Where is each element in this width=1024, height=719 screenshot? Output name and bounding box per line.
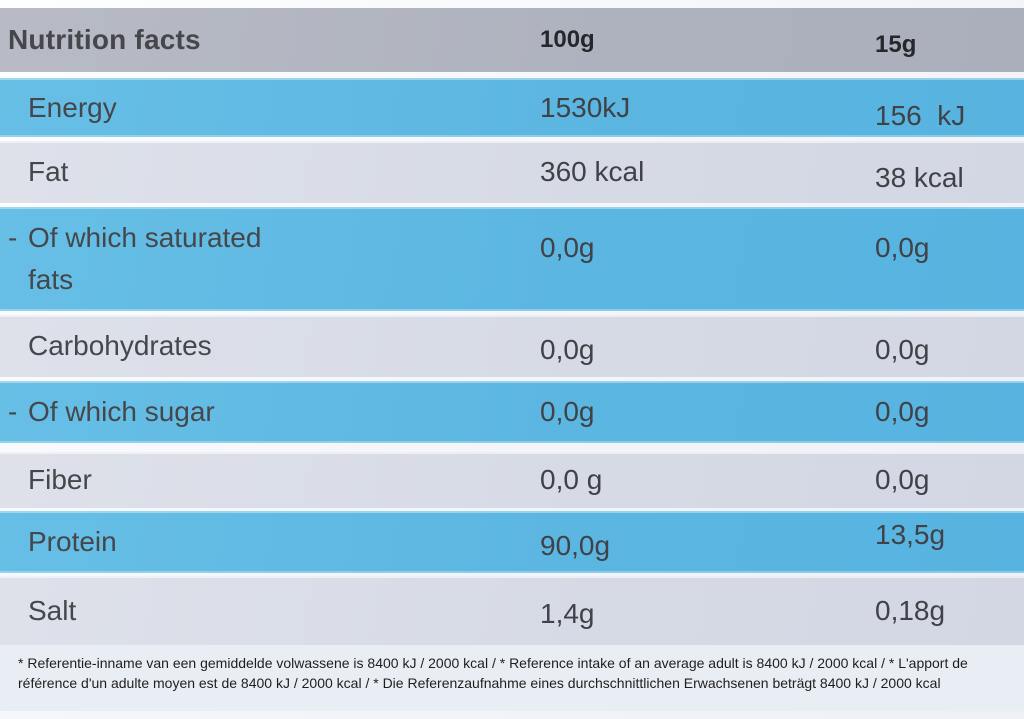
- dash-marker: -: [8, 396, 18, 427]
- table-row-energy: Energy 1530kJ 156 kJ: [0, 78, 1024, 137]
- table-row-carbohydrates: Carbohydrates 0,0g 0,0g: [0, 315, 1024, 377]
- table-row-sugar: - Of which sugar 0,0g 0,0g: [0, 381, 1024, 443]
- value-per-100g: 0,0g: [540, 334, 595, 365]
- row-label: Fiber: [0, 459, 512, 501]
- value-per-15g: 0,0g: [875, 334, 930, 365]
- row-label-text: Of which saturated fats: [28, 222, 262, 295]
- value-per-100g: 0,0g: [540, 232, 595, 263]
- row-label-text: Of which sugar: [28, 396, 215, 427]
- table-row-salt: Salt 1,4g 0,18g: [0, 576, 1024, 645]
- table-row-fiber: Fiber 0,0 g 0,0g: [0, 452, 1024, 508]
- row-label: Salt: [0, 590, 512, 632]
- row-label-text: Fat: [28, 156, 69, 187]
- value-per-15g: 0,0g: [875, 464, 930, 495]
- row-label: Carbohydrates: [0, 325, 512, 367]
- table-row-saturated-fats: - Of which saturated fats 0,0g 0,0g: [0, 207, 1024, 311]
- value-per-15g: 13,5g: [875, 519, 946, 550]
- value-per-15g: 0,18g: [875, 594, 946, 626]
- row-label: Energy: [0, 87, 512, 129]
- row-label-text: Carbohydrates: [28, 330, 212, 361]
- row-label: - Of which sugar: [0, 391, 512, 433]
- column-header-100g: 100g: [540, 26, 595, 53]
- row-label: - Of which saturated fats: [0, 217, 512, 301]
- reference-intake-footnote: * Referentie-inname van een gemiddelde v…: [0, 645, 1024, 711]
- column-header-15g: 15g: [875, 31, 917, 58]
- value-per-100g: 1530kJ: [540, 91, 631, 123]
- row-label-text: Energy: [28, 91, 117, 123]
- row-label: Fat: [0, 151, 512, 193]
- nutrition-facts-label: Nutrition facts 100g 15g Energy 1530kJ 1…: [0, 8, 1024, 719]
- value-per-15g: 156 kJ: [875, 99, 966, 131]
- row-label-text: Protein: [28, 526, 117, 557]
- table-row-fat: Fat 360 kcal 38 kcal: [0, 141, 1024, 203]
- table-header-row: Nutrition facts 100g 15g: [0, 8, 1024, 72]
- page-title: Nutrition facts: [8, 24, 201, 55]
- value-per-100g: 360 kcal: [540, 156, 645, 187]
- dash-marker: -: [8, 222, 18, 253]
- value-per-100g: 1,4g: [540, 597, 595, 629]
- row-label: Protein: [0, 521, 512, 563]
- value-per-15g: 0,0g: [875, 232, 930, 263]
- value-per-15g: 0,0g: [875, 396, 930, 427]
- value-per-100g: 90,0g: [540, 530, 611, 561]
- row-label-text: Salt: [28, 594, 77, 626]
- value-per-100g: 0,0 g: [540, 464, 603, 495]
- row-label-text: Fiber: [28, 464, 92, 495]
- value-per-15g: 38 kcal: [875, 162, 964, 193]
- table-row-protein: Protein 90,0g 13,5g: [0, 511, 1024, 573]
- value-per-100g: 0,0g: [540, 396, 595, 427]
